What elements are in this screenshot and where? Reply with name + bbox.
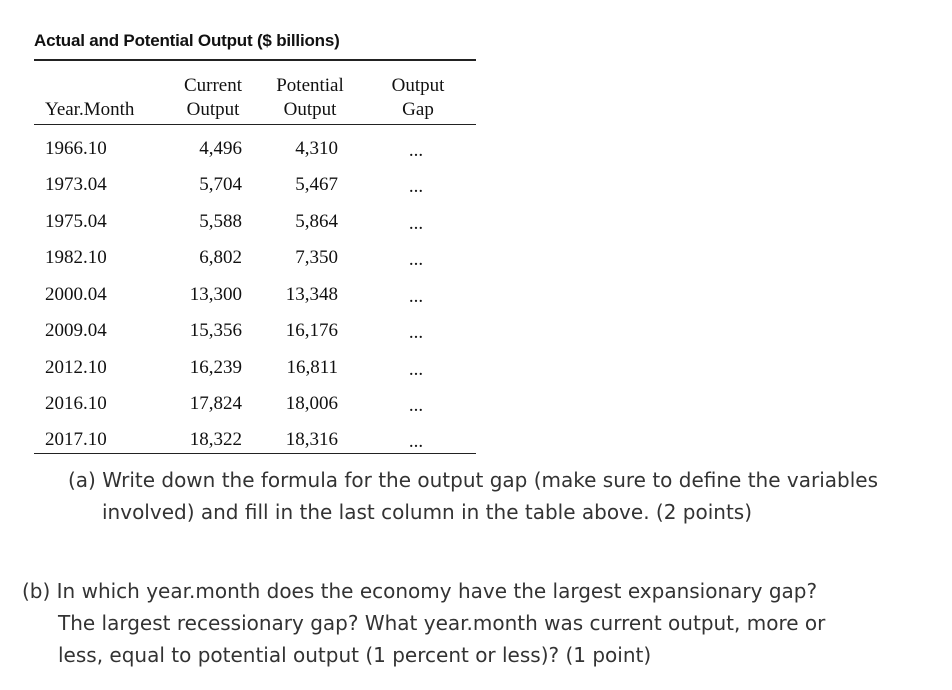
question-b-line: The largest recessionary gap? What year.… [58, 611, 826, 635]
table-header-rule [34, 124, 476, 125]
header-current-line1: Current [183, 75, 243, 96]
header-gap-line2: Gap [402, 99, 434, 120]
row-potential: 5,467 [295, 174, 338, 195]
row-current: 15,356 [189, 320, 242, 341]
table-title: Actual and Potential Output ($ billions) [34, 31, 340, 50]
row-potential: 5,864 [295, 211, 338, 232]
question-a: (a) Write down the formula for the outpu… [68, 464, 928, 528]
row-potential: 18,316 [285, 429, 338, 450]
row-potential: 4,310 [295, 138, 338, 159]
row-year-month: 2017.10 [45, 429, 107, 450]
row-potential: 16,176 [285, 320, 338, 341]
header-gap-line1: Output [391, 75, 445, 96]
row-gap: ... [408, 431, 424, 452]
row-gap: ... [408, 213, 424, 234]
row-year-month: 1975.04 [45, 211, 107, 232]
row-current: 17,824 [189, 393, 242, 414]
row-current: 6,802 [199, 247, 242, 268]
row-year-month: 2000.04 [45, 284, 107, 305]
header-year-month: Year.Month [45, 99, 135, 120]
row-current: 13,300 [189, 284, 242, 305]
row-year-month: 1966.10 [45, 138, 107, 159]
row-gap: ... [408, 140, 424, 161]
row-current: 4,496 [199, 138, 242, 159]
row-current: 5,704 [199, 174, 242, 195]
row-potential: 16,811 [286, 357, 338, 378]
question-b-line: less, equal to potential output (1 perce… [58, 643, 652, 667]
row-gap: ... [408, 176, 424, 197]
header-current-line2: Output [186, 99, 240, 120]
row-year-month: 2016.10 [45, 393, 107, 414]
row-year-month: 2009.04 [45, 320, 107, 341]
row-current: 5,588 [199, 211, 242, 232]
table-bottom-rule [34, 453, 476, 454]
table-top-rule [34, 59, 476, 61]
row-year-month: 2012.10 [45, 357, 107, 378]
question-b: (b) In which year.month does the economy… [22, 575, 922, 671]
header-potential-line1: Potential [276, 75, 344, 96]
row-year-month: 1982.10 [45, 247, 107, 268]
row-current: 18,322 [189, 429, 242, 450]
row-potential: 18,006 [285, 393, 338, 414]
row-gap: ... [408, 359, 424, 380]
row-current: 16,239 [189, 357, 242, 378]
question-a-line: (a) Write down the formula for the outpu… [68, 468, 878, 492]
row-gap: ... [408, 286, 424, 307]
question-a-line: involved) and fill in the last column in… [102, 500, 753, 524]
row-potential: 7,350 [295, 247, 338, 268]
row-gap: ... [408, 395, 424, 416]
row-gap: ... [408, 249, 424, 270]
row-year-month: 1973.04 [45, 174, 107, 195]
question-b-line: (b) In which year.month does the economy… [22, 579, 818, 603]
row-gap: ... [408, 322, 424, 343]
row-potential: 13,348 [285, 284, 338, 305]
header-potential-line2: Output [283, 99, 337, 120]
